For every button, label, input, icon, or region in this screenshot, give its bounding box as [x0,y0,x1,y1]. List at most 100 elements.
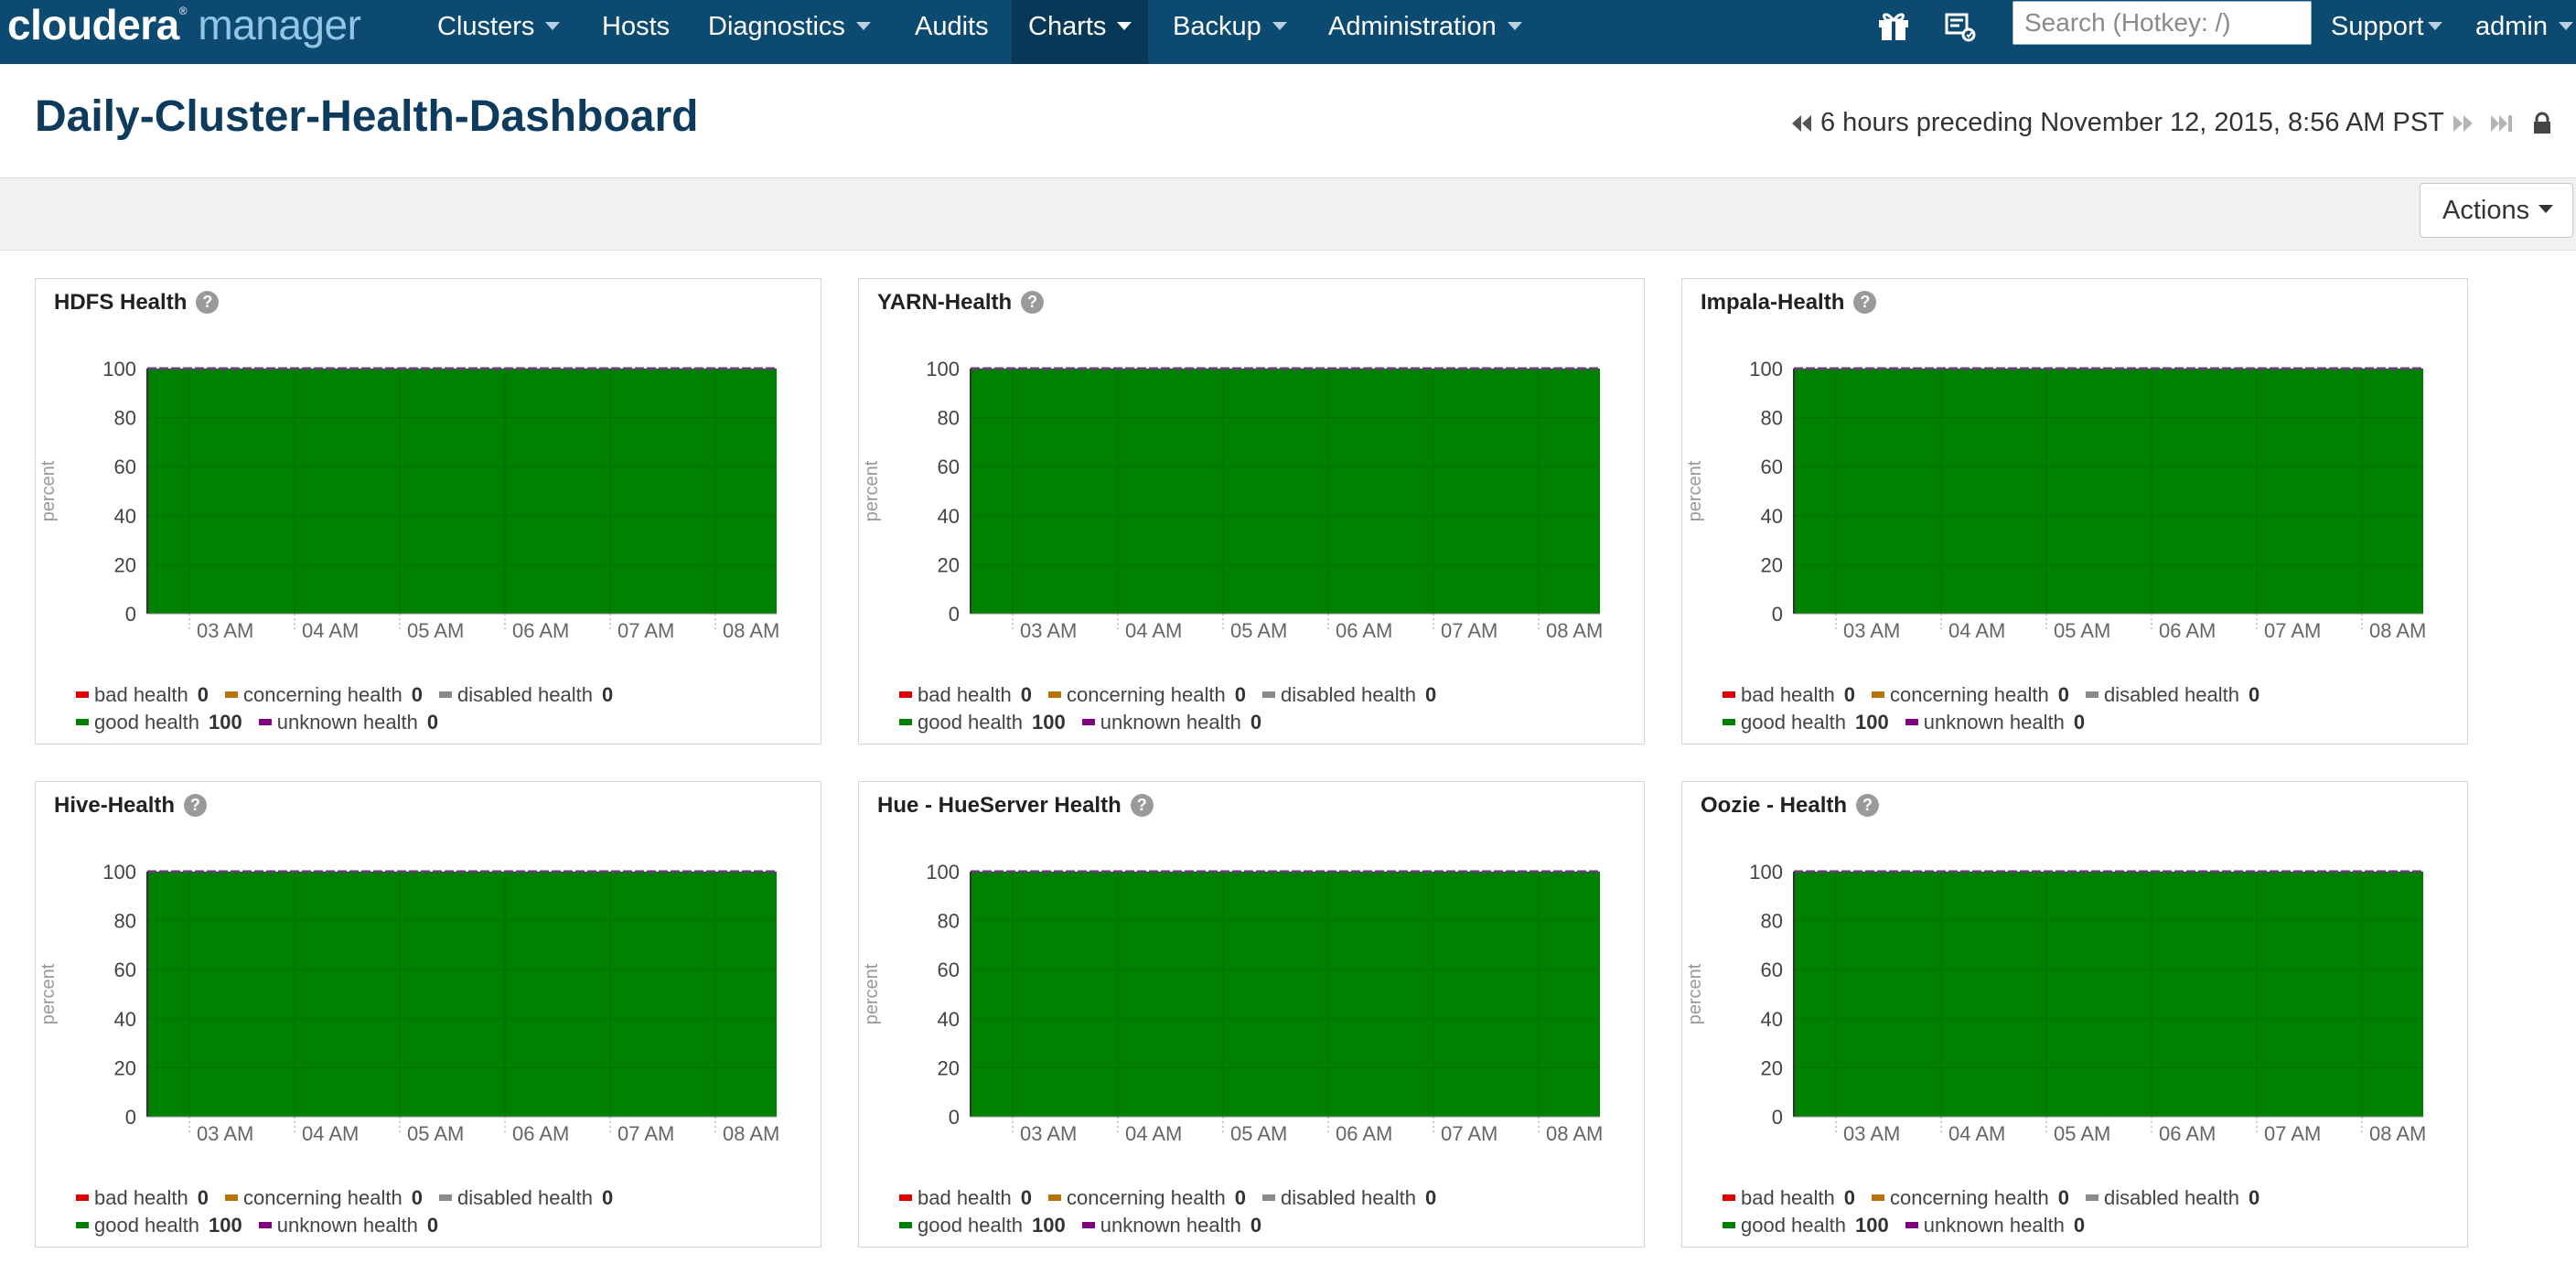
help-icon[interactable]: ? [1021,291,1045,314]
rewind-icon[interactable] [1789,112,1813,135]
chart-legend: bad health 0 concerning health 0 disabled he… [899,1184,1631,1239]
legend-item-concerning[interactable]: concerning health 0 [1048,681,1246,709]
legend-item-good[interactable]: good health 100 [1723,709,1889,736]
legend-swatch [899,1194,912,1202]
legend-item-bad[interactable]: bad health 0 [899,681,1032,709]
help-icon[interactable]: ? [184,794,208,817]
nav-user-menu[interactable]: admin [2459,0,2576,53]
y-tick-label: 100 [1749,358,1783,380]
help-icon[interactable]: ? [1130,794,1154,817]
area-chart[interactable]: 0 20 40 60 80 100 03 AM 04 AM 05 AM 06 AM 07 AM 08 … [1682,334,2469,645]
chevron-down-icon [2538,205,2554,214]
y-tick-label: 0 [125,603,136,626]
legend-value: 0 [2057,1186,2069,1209]
legend-item-bad[interactable]: bad health 0 [899,1184,1032,1212]
legend-item-unknown[interactable]: unknown health 0 [258,1212,438,1239]
legend-item-disabled[interactable]: disabled health 0 [2085,1184,2259,1212]
legend-label: disabled health [456,1186,593,1209]
legend-item-disabled[interactable]: disabled health 0 [438,1184,613,1212]
area-chart[interactable]: 0 20 40 60 80 100 03 AM 04 AM 05 AM 06 AM 07 AM 08 … [859,837,1646,1148]
chart-title[interactable]: HDFS Health? [54,290,220,316]
chevron-down-icon [2559,21,2573,30]
chart-title[interactable]: Oozie - Health? [1701,793,1880,819]
gift-icon[interactable] [1873,7,1914,44]
legend-item-bad[interactable]: bad health 0 [76,681,209,709]
lock-icon[interactable] [2530,112,2554,135]
legend-label: disabled health [2103,1186,2239,1209]
help-icon[interactable]: ? [196,291,220,314]
nav-administration[interactable]: Administration [1312,0,1539,53]
legend-item-disabled[interactable]: disabled health 0 [1261,1184,1436,1212]
chart-title[interactable]: Hive-Health? [54,793,208,819]
legend-swatch [1723,719,1735,726]
y-tick-label: 0 [125,1106,136,1129]
x-tick-label: 06 AM [512,619,569,642]
legend-item-concerning[interactable]: concerning health 0 [1872,1184,2069,1212]
chevron-down-icon [1272,21,1287,30]
legend-item-unknown[interactable]: unknown health 0 [258,709,438,736]
chart-title-text: HDFS Health [54,290,188,315]
legend-item-concerning[interactable]: concerning health 0 [225,1184,423,1212]
legend-item-good[interactable]: good health 100 [1723,1212,1889,1239]
nav-support-label: Support [2331,12,2424,41]
x-tick-label: 07 AM [2264,1122,2321,1145]
legend-swatch [225,1194,239,1202]
search-input[interactable] [2012,1,2312,45]
legend-item-unknown[interactable]: unknown health 0 [1081,709,1261,736]
area-chart[interactable]: 0 20 40 60 80 100 03 AM 04 AM 05 AM 06 AM 07 AM 08 … [36,334,822,645]
legend-item-concerning[interactable]: concerning health 0 [225,681,423,709]
help-icon[interactable]: ? [1856,794,1880,817]
legend-row: bad health 0 concerning health 0 disabled he… [899,681,1631,709]
actions-button[interactable]: Actions [2420,183,2573,238]
x-tick-label: 08 AM [723,1122,779,1145]
help-icon[interactable]: ? [1853,291,1877,314]
cloudera-manager-logo[interactable]: cloudera® manager [7,0,361,49]
legend-item-bad[interactable]: bad health 0 [76,1184,209,1212]
legend-item-unknown[interactable]: unknown health 0 [1081,1212,1261,1239]
legend-item-bad[interactable]: bad health 0 [1723,1184,1855,1212]
legend-label: disabled health [2103,683,2239,706]
legend-label: concerning health [1067,1186,1226,1209]
nav-backup[interactable]: Backup [1156,0,1304,53]
parcel-icon[interactable] [1939,7,1980,44]
nav-hosts[interactable]: Hosts [585,0,686,53]
legend-value: 0 [197,1186,209,1209]
skip-to-end-icon[interactable] [2490,112,2514,135]
legend-item-concerning[interactable]: concerning health 0 [1048,1184,1246,1212]
area-chart[interactable]: 0 20 40 60 80 100 03 AM 04 AM 05 AM 06 AM 07 AM 08 … [36,837,822,1148]
legend-item-good[interactable]: good health 100 [899,709,1066,736]
legend-item-disabled[interactable]: disabled health 0 [2085,681,2259,709]
y-tick-label: 20 [938,553,960,576]
chart-title[interactable]: Impala-Health? [1701,290,1877,316]
legend-swatch [1905,719,1918,726]
nav-charts[interactable]: Charts [1012,0,1149,64]
nav-audits[interactable]: Audits [898,0,1005,53]
nav-clusters-label: Clusters [437,12,535,41]
legend-item-good[interactable]: good health 100 [76,709,242,736]
area-chart[interactable]: 0 20 40 60 80 100 03 AM 04 AM 05 AM 06 AM 07 AM 08 … [859,334,1646,645]
legend-item-bad[interactable]: bad health 0 [1723,681,1855,709]
x-tick-label: 06 AM [1336,1122,1392,1145]
legend-item-concerning[interactable]: concerning health 0 [1872,681,2069,709]
legend-item-unknown[interactable]: unknown health 0 [1905,1212,2085,1239]
nav-diagnostics[interactable]: Diagnostics [692,0,887,53]
area-chart[interactable]: 0 20 40 60 80 100 03 AM 04 AM 05 AM 06 AM 07 AM 08 … [1682,837,2469,1148]
y-tick-label: 60 [114,959,136,981]
legend-swatch [1723,1222,1735,1229]
chart-title[interactable]: YARN-Health? [877,290,1045,316]
legend-row: bad health 0 concerning health 0 disabled he… [1723,1184,2454,1212]
nav-clusters[interactable]: Clusters [421,0,576,53]
legend-swatch [1872,691,1885,699]
nav-backup-label: Backup [1173,12,1261,41]
nav-support[interactable]: Support [2314,0,2459,53]
time-range-label[interactable]: 6 hours preceding November 12, 2015, 8:5… [1820,108,2444,137]
legend-item-good[interactable]: good health 100 [899,1212,1066,1239]
legend-item-disabled[interactable]: disabled health 0 [1261,681,1436,709]
legend-item-unknown[interactable]: unknown health 0 [1905,709,2085,736]
y-tick-label: 80 [938,910,960,933]
chart-title[interactable]: Hue - HueServer Health? [877,793,1154,819]
legend-item-good[interactable]: good health 100 [76,1212,242,1239]
fast-forward-icon[interactable] [2452,112,2475,135]
legend-item-disabled[interactable]: disabled health 0 [438,681,613,709]
chart-title-text: Oozie - Health [1701,793,1848,818]
